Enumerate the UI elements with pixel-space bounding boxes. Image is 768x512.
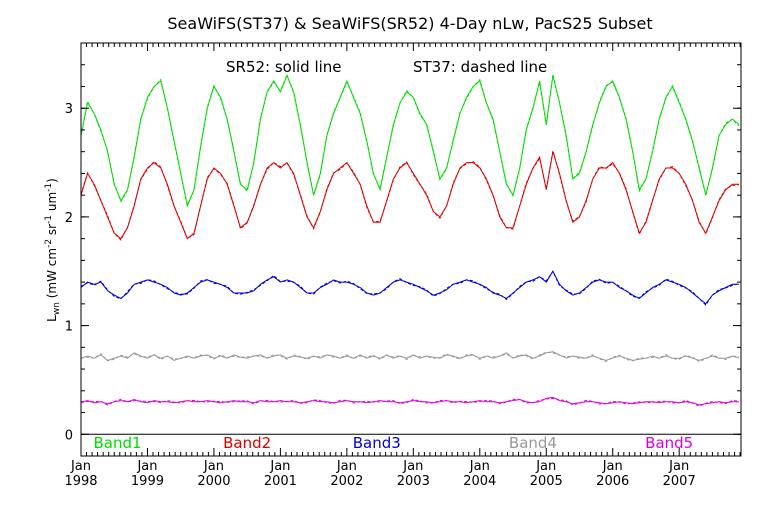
series-band5-sr52-line [80, 396, 739, 406]
svg-text:Lwn (mW cm-2 sr-1 um-1): Lwn (mW cm-2 sr-1 um-1) [44, 178, 62, 322]
x-tick-month: Jan [535, 459, 556, 474]
series-band1-st37-line [80, 73, 740, 207]
band-label-band5: Band5 [645, 434, 693, 452]
x-tick-year: 1999 [131, 474, 164, 489]
plot-frame [80, 42, 742, 457]
x-tick-month: Jan [469, 459, 490, 474]
x-tick-month: Jan [336, 459, 357, 474]
series-layer [80, 73, 741, 435]
x-tick-year: 2004 [463, 474, 496, 489]
y-label-exp2: -1 [44, 215, 54, 224]
chart-title: SeaWiFS(ST37) & SeaWiFS(SR52) 4-Day nLw,… [167, 14, 652, 33]
plot-area [80, 73, 741, 435]
y-label-sub: wn [52, 302, 62, 315]
dashed-line-annotation: ST37: dashed line [413, 58, 547, 76]
band-labels: Band1 Band2 Band3 Band4 Band5 [94, 434, 694, 452]
x-tick-year: 2002 [330, 474, 363, 489]
series-band3-sr52-line [80, 270, 739, 305]
series-band2-sr52-line [80, 151, 739, 240]
series-band2-st37-line [80, 150, 740, 241]
y-label-exp1: -2 [44, 239, 54, 248]
series-band5 [80, 396, 740, 407]
y-axis: 0 1 2 3 [65, 64, 741, 457]
x-axis: Jan1998Jan1999Jan2000Jan2001Jan2002Jan20… [64, 43, 741, 489]
series-band2 [80, 150, 740, 241]
band-label-band4: Band4 [509, 434, 557, 452]
x-tick-year: 2000 [197, 474, 230, 489]
y-label-exp3: -1 [44, 183, 54, 192]
x-tick-month: Jan [136, 459, 157, 474]
x-tick-month: Jan [668, 459, 689, 474]
series-band4-st37-line [80, 351, 740, 362]
y-label-unit-close: ) [45, 178, 59, 183]
series-band1-sr52-line [80, 74, 740, 208]
x-tick-month: Jan [70, 459, 91, 474]
series-band1 [80, 73, 740, 208]
x-tick-year: 2007 [663, 474, 696, 489]
y-tick-label: 2 [65, 211, 73, 226]
y-label-unit-mid2: um [45, 192, 59, 215]
series-band4-sr52-line [80, 351, 740, 361]
y-label-main: L [45, 315, 59, 322]
x-tick-month: Jan [402, 459, 423, 474]
y-label-unit-open: (mW cm [45, 248, 59, 302]
x-tick-month: Jan [203, 459, 224, 474]
series-band5-st37-line [80, 397, 740, 407]
solid-line-annotation: SR52: solid line [226, 58, 342, 76]
x-tick-year: 2005 [530, 474, 563, 489]
series-band4 [80, 351, 740, 362]
x-tick-month: Jan [269, 459, 290, 474]
y-axis-label: Lwn (mW cm-2 sr-1 um-1) [44, 178, 62, 322]
band-label-band1: Band1 [94, 434, 142, 452]
y-tick-label: 3 [65, 102, 73, 117]
x-tick-year: 1998 [64, 474, 97, 489]
series-band3-st37-line [80, 270, 740, 306]
series-band3 [80, 270, 740, 306]
x-tick-month: Jan [602, 459, 623, 474]
x-tick-year: 2001 [264, 474, 297, 489]
x-tick-year: 2006 [596, 474, 629, 489]
y-tick-label: 0 [65, 428, 73, 443]
y-tick-label: 1 [65, 320, 73, 335]
band-label-band2: Band2 [223, 434, 271, 452]
band-label-band3: Band3 [353, 434, 401, 452]
y-label-unit-mid1: sr [45, 224, 59, 239]
x-tick-year: 2003 [397, 474, 430, 489]
